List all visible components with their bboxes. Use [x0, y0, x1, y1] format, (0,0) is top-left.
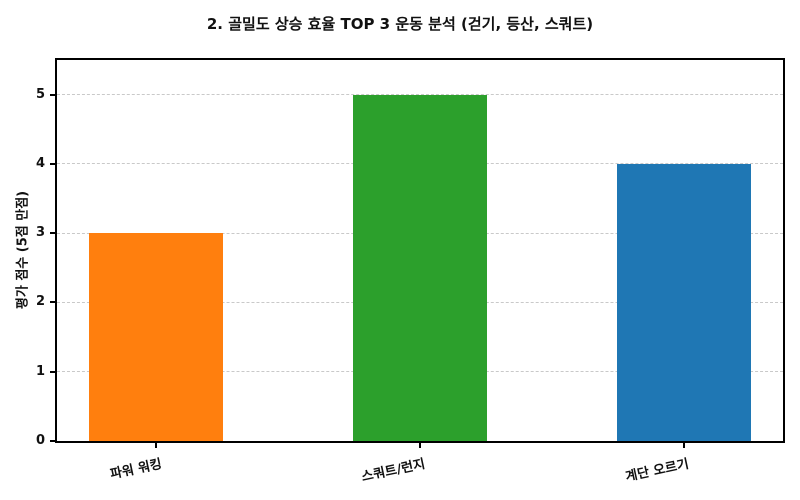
y-tick-mark: [50, 301, 55, 304]
x-tick-mark: [155, 443, 158, 448]
x-tick-label: 스쿼트/런지: [360, 456, 427, 486]
gridline: [57, 94, 783, 96]
y-axis-label-text: 평가 점수 (5점 만점): [15, 190, 31, 310]
bar-2: [616, 163, 751, 441]
chart-title: 2. 골밀도 상승 효율 TOP 3 운동 분석 (걷기, 등산, 스쿼트): [206, 15, 594, 33]
y-tick-label: 5: [35, 86, 45, 102]
y-tick-label: 1: [35, 363, 45, 379]
y-tick-mark: [50, 232, 55, 235]
y-tick-mark: [50, 93, 55, 96]
x-tick-mark: [419, 443, 421, 448]
plot-area: [55, 58, 785, 443]
y-tick-label: 4: [35, 155, 45, 171]
bar-1: [353, 94, 487, 441]
y-tick-label: 3: [35, 225, 45, 241]
bar-0: [89, 233, 224, 441]
y-tick-label: 2: [35, 294, 45, 310]
x-tick-label: 파워 워킹: [109, 456, 164, 483]
y-tick-label: 0: [35, 433, 45, 448]
y-tick-mark: [50, 440, 55, 442]
y-tick-mark: [50, 370, 55, 373]
x-tick-mark: [682, 443, 685, 448]
y-tick-mark: [50, 162, 55, 165]
x-tick-label: 계단 오르기: [624, 456, 691, 485]
